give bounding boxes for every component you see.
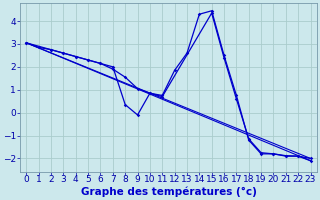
X-axis label: Graphe des températures (°c): Graphe des températures (°c) [81, 187, 256, 197]
